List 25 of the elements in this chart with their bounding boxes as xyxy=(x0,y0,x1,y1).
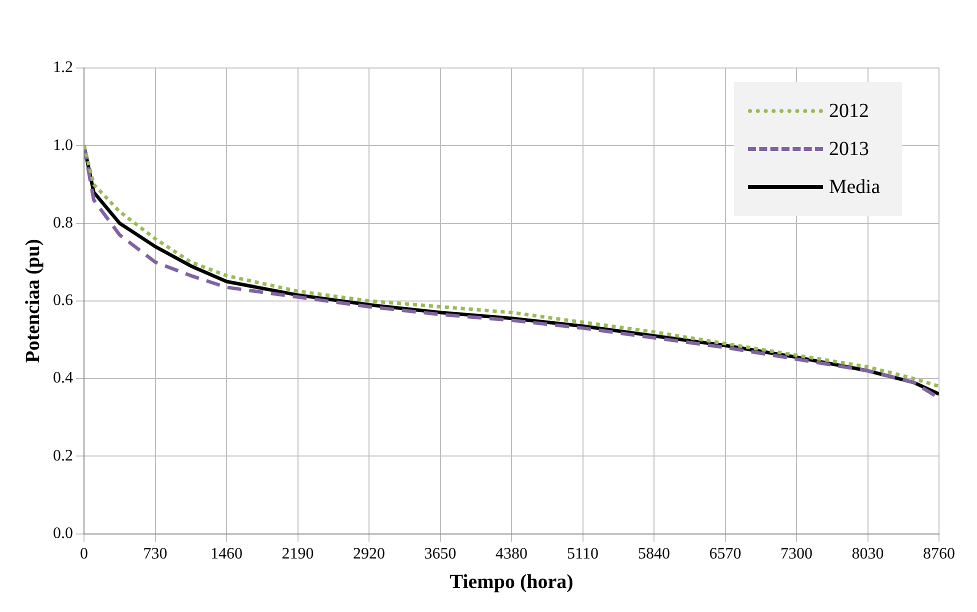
x-tick-label: 0 xyxy=(80,546,88,563)
y-tick-label: 0.0 xyxy=(53,525,73,542)
y-tick-label: 0.8 xyxy=(53,214,73,232)
x-tick-label: 3650 xyxy=(424,546,456,563)
x-tick-label: 2190 xyxy=(282,546,314,563)
x-tick-label: 7300 xyxy=(780,546,812,563)
x-tick-label: 5110 xyxy=(567,546,598,563)
x-tick-label: 8030 xyxy=(852,546,884,563)
y-tick-label: 1.2 xyxy=(53,59,73,76)
x-tick-label: 8760 xyxy=(923,546,955,563)
y-tick-label: 0.6 xyxy=(53,292,73,310)
x-tick-label: 5840 xyxy=(638,546,670,563)
x-tick-label: 2920 xyxy=(353,546,385,563)
y-tick-label: 0.4 xyxy=(53,370,73,387)
legend-label: Media xyxy=(829,176,880,198)
legend-label: 2012 xyxy=(829,100,869,122)
y-tick-label: 1.0 xyxy=(53,136,73,154)
y-axis-title: Potenciaa (pu) xyxy=(22,238,44,363)
x-tick-label: 730 xyxy=(143,546,168,563)
y-tick-label: 0.2 xyxy=(53,447,73,464)
x-tick-label: 6570 xyxy=(709,546,742,563)
x-tick-label: 4380 xyxy=(496,546,528,563)
x-axis-title: Tiempo (hora) xyxy=(450,571,574,594)
x-tick-label: 1460 xyxy=(210,546,242,563)
legend-label: 2013 xyxy=(829,138,869,160)
